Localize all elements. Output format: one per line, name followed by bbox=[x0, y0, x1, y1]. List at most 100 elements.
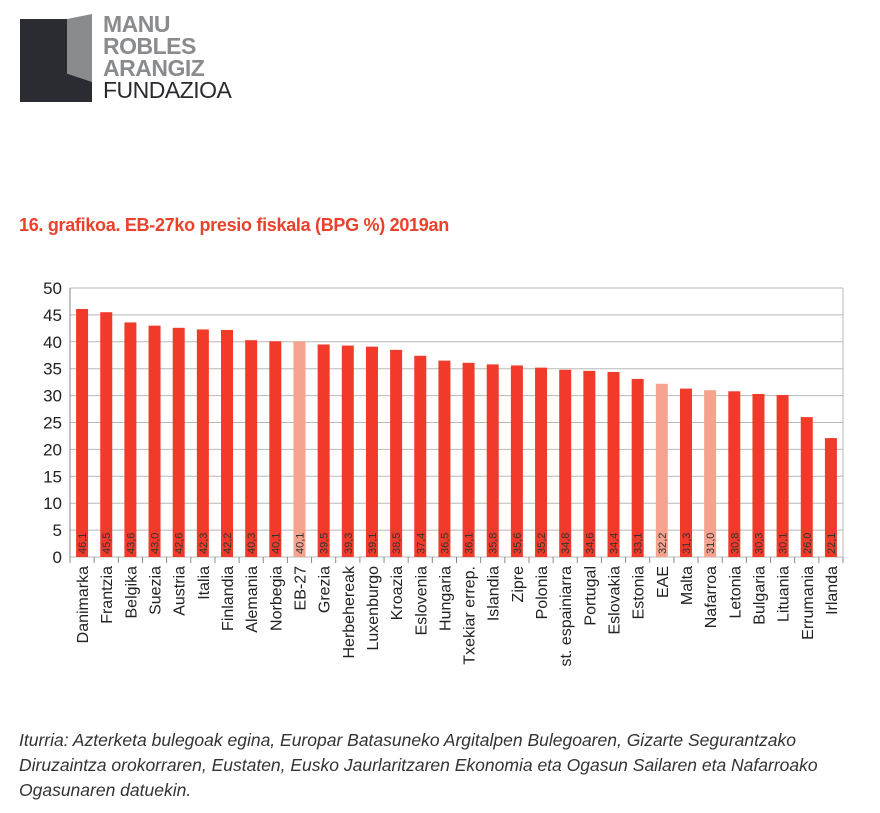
data-label: 26,0 bbox=[802, 533, 814, 554]
y-tick-label: 45 bbox=[43, 306, 62, 325]
y-tick-label: 25 bbox=[43, 414, 62, 433]
x-tick-label: Suezia bbox=[148, 566, 165, 615]
x-tick-label: Grezia bbox=[317, 566, 334, 613]
data-label: 40,3 bbox=[246, 533, 258, 554]
bar bbox=[631, 378, 644, 557]
bar bbox=[679, 388, 692, 557]
x-tick-label: Zipre bbox=[510, 566, 527, 603]
data-label: 35,8 bbox=[488, 533, 500, 554]
bar bbox=[559, 369, 572, 557]
bar bbox=[124, 322, 137, 557]
x-tick-label: st. espainiarra bbox=[558, 566, 575, 667]
data-label: 34,6 bbox=[584, 533, 596, 554]
data-label: 36,1 bbox=[464, 533, 476, 554]
x-tick-label: Nafarroa bbox=[703, 566, 720, 628]
logo-line: ARANGIZ bbox=[103, 55, 205, 81]
x-tick-label: Hungaria bbox=[437, 566, 454, 631]
data-label: 42,2 bbox=[222, 533, 234, 554]
data-label: 40,1 bbox=[270, 533, 282, 554]
data-label: 31,0 bbox=[705, 533, 717, 554]
x-tick-label: Letonia bbox=[727, 566, 744, 619]
bar bbox=[704, 390, 717, 557]
bar bbox=[824, 438, 837, 557]
data-label: 39,5 bbox=[319, 533, 331, 554]
data-label: 35,6 bbox=[512, 533, 524, 554]
data-label: 36,5 bbox=[439, 533, 451, 554]
x-tick-label: Danimarka bbox=[75, 566, 92, 643]
data-label: 35,2 bbox=[536, 533, 548, 554]
logo bbox=[18, 14, 238, 106]
data-label: 45,5 bbox=[101, 533, 113, 554]
data-label: 30,8 bbox=[729, 533, 741, 554]
source-note: Iturria: Azterketa bulegoak egina, Europ… bbox=[19, 730, 818, 800]
y-tick-label: 40 bbox=[43, 333, 62, 352]
data-label: 46,1 bbox=[77, 533, 89, 554]
x-tick-label: Herbehereak bbox=[341, 565, 358, 659]
data-label: 30,1 bbox=[778, 533, 790, 554]
x-tick-label: Belgika bbox=[123, 566, 140, 619]
data-label: 34,4 bbox=[609, 533, 621, 554]
bar bbox=[462, 362, 475, 557]
logo-mark bbox=[20, 14, 92, 102]
bar bbox=[76, 308, 89, 557]
data-label: 31,3 bbox=[681, 533, 693, 554]
bar bbox=[414, 355, 427, 557]
y-tick-label: 35 bbox=[43, 360, 62, 379]
logo-line: ROBLES bbox=[103, 33, 196, 59]
bar bbox=[390, 349, 403, 557]
x-tick-label: Polonia bbox=[534, 566, 551, 619]
data-label: 32,2 bbox=[657, 533, 669, 554]
x-tick-label: Islandia bbox=[486, 566, 503, 621]
bar bbox=[269, 341, 282, 557]
chart-title: 16. grafikoa. EB-27ko presio fiskala (BP… bbox=[19, 215, 449, 235]
x-tick-label: EB-27 bbox=[292, 566, 309, 611]
data-label: 42,3 bbox=[198, 533, 210, 554]
x-tick-label: Finlandia bbox=[220, 566, 237, 631]
x-tick-label: Italia bbox=[196, 566, 213, 600]
logo-line: MANU bbox=[103, 11, 171, 37]
bar bbox=[365, 346, 378, 557]
bar bbox=[535, 367, 548, 557]
bar bbox=[607, 371, 620, 557]
data-label: 43,6 bbox=[125, 533, 137, 554]
data-label: 37,4 bbox=[415, 533, 427, 554]
x-tick-label: Norbegia bbox=[268, 566, 285, 631]
bar bbox=[148, 325, 161, 557]
bar bbox=[341, 345, 354, 557]
bar bbox=[221, 329, 234, 557]
x-tick-label: Malta bbox=[679, 566, 696, 605]
bar bbox=[728, 391, 741, 557]
bar bbox=[100, 312, 113, 557]
logo-text: MANU ROBLES ARANGIZ FUNDAZIOA bbox=[103, 11, 232, 103]
x-tick-label: Eslovakia bbox=[607, 566, 624, 635]
x-tick-label: EAE bbox=[655, 566, 672, 598]
x-tick-label: Irlanda bbox=[824, 566, 841, 615]
x-tick-label: Txekiar errep. bbox=[462, 566, 479, 665]
data-label: 39,3 bbox=[343, 533, 355, 554]
data-label: 39,1 bbox=[367, 533, 379, 554]
x-tick-label: Lituania bbox=[776, 566, 793, 622]
x-tick-label: Estonia bbox=[631, 566, 648, 619]
data-label: 42,6 bbox=[174, 533, 186, 554]
bar bbox=[438, 360, 451, 557]
y-tick-label: 20 bbox=[43, 440, 62, 459]
bar bbox=[293, 341, 306, 557]
y-tick-label: 5 bbox=[53, 521, 62, 540]
x-tick-label: Luxenburgo bbox=[365, 566, 382, 651]
data-label: 43,0 bbox=[150, 533, 162, 554]
logo-line: FUNDAZIOA bbox=[103, 77, 232, 103]
x-tick-label: Portugal bbox=[582, 566, 599, 626]
x-tick-label: Errumania bbox=[800, 566, 817, 640]
bar bbox=[583, 370, 596, 557]
bar-chart: 0 5 10 15 20 25 30 35 40 45 50 46,1 Danimarka 45,5 Fra… bbox=[43, 279, 844, 667]
x-tick-label: Frantzia bbox=[99, 566, 116, 624]
x-tick-label: Eslovenia bbox=[413, 566, 430, 635]
bar bbox=[245, 340, 258, 557]
bar bbox=[800, 417, 813, 557]
bar bbox=[172, 327, 185, 557]
data-label: 22,1 bbox=[826, 533, 838, 554]
x-tick-label: Alemania bbox=[244, 566, 261, 633]
bar bbox=[655, 383, 668, 557]
data-label: 40,1 bbox=[294, 533, 306, 554]
bar bbox=[510, 365, 523, 557]
